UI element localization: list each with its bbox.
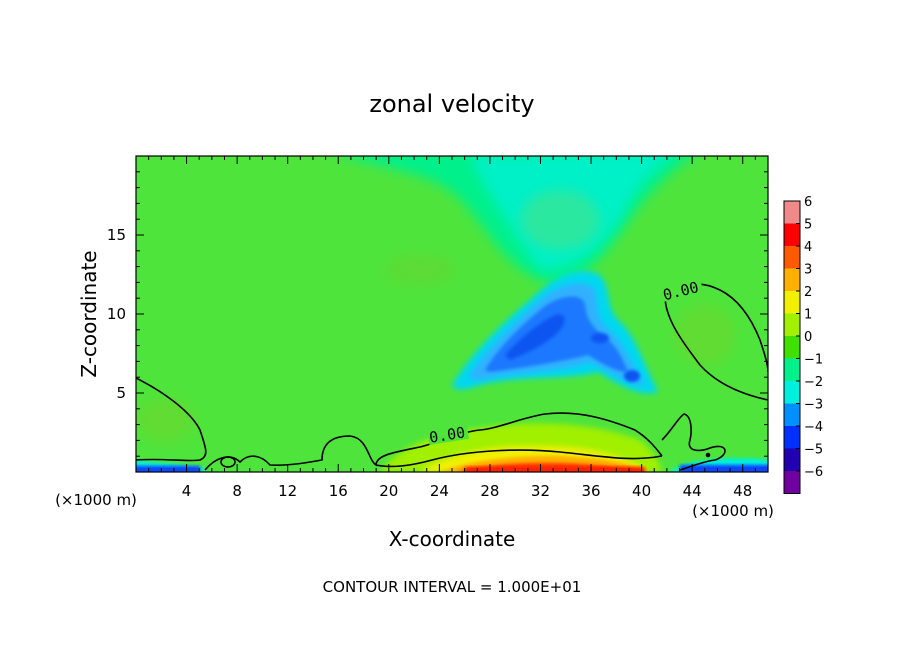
colorbar-tick-label: −4 [804, 420, 823, 435]
colorbar-swatch [784, 313, 800, 336]
chart-title: zonal velocity [369, 90, 534, 118]
colorbar: 6 5 4 3 2 1 0 −1 −2 −3 −4 −5 −6 [783, 195, 823, 494]
x-tick-label: 32 [531, 482, 550, 500]
field-region-green-4 [520, 190, 600, 250]
x-tick-label: 20 [379, 482, 398, 500]
colorbar-swatch [784, 381, 800, 404]
field-region-green-2 [675, 305, 735, 365]
contour-line-lower-band-2 [375, 449, 663, 468]
colorbar-tick-label: −2 [804, 375, 823, 390]
x-tick-label: 12 [278, 482, 297, 500]
x-tick-label: 28 [480, 482, 499, 500]
x-tick-label: 48 [733, 482, 752, 500]
colorbar-swatch [784, 358, 800, 381]
field-region-dark-blue [505, 314, 565, 360]
field-region-surface-blue-right [680, 465, 768, 472]
colorbar-tick-label: 6 [804, 195, 812, 210]
colorbar-swatch [784, 201, 800, 224]
colorbar-tick-label: 5 [804, 218, 812, 233]
x-tick-label: 24 [430, 482, 449, 500]
contour-label-bg-1 [426, 422, 470, 446]
colorbar-swatch [784, 246, 800, 269]
colorbar-tick-label: 3 [804, 263, 812, 278]
x-tick-label: 16 [329, 482, 348, 500]
plot-area: 0.00 0.00 [136, 156, 768, 472]
y-tick-label: 5 [116, 384, 126, 402]
y-tick-label: 15 [107, 226, 126, 244]
colorbar-swatch [784, 291, 800, 314]
contour-label-bg-2 [660, 276, 704, 302]
colorbar-swatch [784, 403, 800, 426]
x-unit-right: (×1000 m) [692, 502, 774, 520]
contour-interval-note: CONTOUR INTERVAL = 1.000E+01 [323, 578, 582, 596]
colorbar-swatch [784, 336, 800, 359]
contour-line-left [136, 377, 207, 462]
colorbar-swatch [784, 448, 800, 471]
colorbar-tick-label: 1 [804, 308, 812, 323]
colorbar-tick-label: −1 [804, 353, 823, 368]
contour-line-small-loop [220, 456, 236, 468]
field-region-green-3 [136, 398, 195, 442]
colorbar-tick-label: −3 [804, 398, 823, 413]
contour-line-right-loop-2 [664, 295, 768, 401]
field-region-blue-spot-2 [624, 370, 640, 382]
y-axis-label: Z-coordinate [77, 250, 101, 377]
colorbar-frame [783, 200, 801, 494]
colorbar-tick-label: 0 [804, 330, 812, 345]
x-tick-label: 40 [632, 482, 651, 500]
field-background [136, 156, 768, 472]
x-axis-label: X-coordinate [389, 527, 516, 551]
x-tick-label: 4 [182, 482, 192, 500]
contour-line-right [661, 413, 726, 471]
colorbar-tick-label: −5 [804, 443, 823, 458]
x-tick-label: 8 [232, 482, 242, 500]
field-region-green-1 [385, 254, 455, 286]
x-unit-left: (×1000 m) [55, 491, 137, 509]
field-region-blue-spot-1 [591, 333, 609, 343]
colorbar-swatch [784, 471, 800, 494]
x-axis-ticks: 4 8 12 16 20 24 28 32 36 40 44 48 [148, 156, 756, 500]
x-tick-label: 36 [581, 482, 600, 500]
colorbar-swatch [784, 223, 800, 246]
colorbar-tick-label: 2 [804, 285, 812, 300]
colorbar-tick-label: −6 [804, 465, 823, 480]
contour-line-lower-band [204, 412, 663, 471]
contour-label-1: 0.00 [428, 423, 466, 446]
contour-line-dot [705, 452, 711, 458]
colorbar-tick-label: 4 [804, 240, 812, 255]
colorbar-swatch [784, 426, 800, 449]
y-tick-label: 10 [107, 305, 126, 323]
field-region-ground-red [465, 467, 645, 472]
field-region-surface-blue-left [136, 466, 200, 472]
x-tick-label: 44 [683, 482, 702, 500]
y-axis-ticks: 5 10 15 [107, 171, 768, 457]
colorbar-swatch [784, 268, 800, 291]
